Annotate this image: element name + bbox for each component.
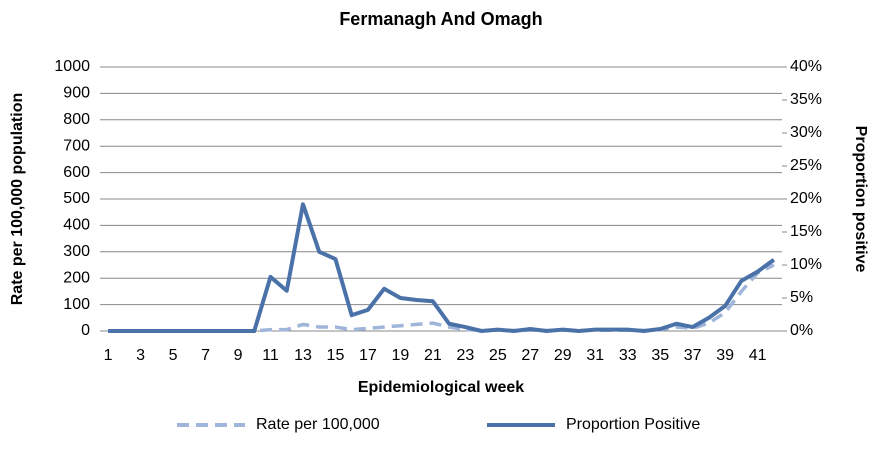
x-tick-label: 25 bbox=[489, 347, 507, 364]
y2-tick-label: 15% bbox=[790, 223, 822, 240]
y-tick-label: 400 bbox=[63, 217, 90, 234]
chart-title: Fermanagh And Omagh bbox=[339, 9, 542, 29]
y-tick-label: 1000 bbox=[54, 58, 90, 75]
x-tick-label: 23 bbox=[456, 347, 474, 364]
y-tick-label: 300 bbox=[63, 243, 90, 260]
y-axis-title: Rate per 100,000 population bbox=[9, 93, 26, 306]
x-tick-label: 13 bbox=[294, 347, 312, 364]
x-tick-label: 19 bbox=[392, 347, 410, 364]
x-tick-label: 3 bbox=[136, 347, 145, 364]
y2-tick-label: 40% bbox=[790, 58, 822, 75]
y2-tick-label: 5% bbox=[790, 289, 813, 306]
series-line bbox=[108, 202, 776, 333]
y2-tick-label: 25% bbox=[790, 157, 822, 174]
y-tick-label: 700 bbox=[63, 137, 90, 154]
y-tick-label: 800 bbox=[63, 111, 90, 128]
legend-label: Proportion Positive bbox=[566, 416, 700, 433]
x-tick-label: 41 bbox=[749, 347, 767, 364]
y-tick-label: 500 bbox=[63, 190, 90, 207]
x-tick-label: 15 bbox=[327, 347, 345, 364]
y-tick-label: 200 bbox=[63, 269, 90, 286]
x-tick-label: 37 bbox=[684, 347, 702, 364]
x-tick-label: 17 bbox=[359, 347, 377, 364]
series-line bbox=[108, 263, 775, 333]
y2-axis-title: Proportion positive bbox=[852, 126, 869, 273]
legend-label: Rate per 100,000 bbox=[256, 416, 380, 433]
y-tick-label: 900 bbox=[63, 85, 90, 102]
x-tick-label: 7 bbox=[201, 347, 210, 364]
y2-tick-label: 35% bbox=[790, 91, 822, 108]
x-tick-label: 29 bbox=[554, 347, 572, 364]
y2-tick-label: 30% bbox=[790, 124, 822, 141]
x-axis-title: Epidemiological week bbox=[358, 379, 524, 396]
x-tick-label: 21 bbox=[424, 347, 442, 364]
x-tick-label: 39 bbox=[716, 347, 734, 364]
x-tick-label: 33 bbox=[619, 347, 637, 364]
x-tick-label: 31 bbox=[586, 347, 604, 364]
x-tick-label: 35 bbox=[651, 347, 669, 364]
x-tick-label: 27 bbox=[521, 347, 539, 364]
x-tick-label: 11 bbox=[262, 347, 279, 364]
x-tick-label: 9 bbox=[234, 347, 243, 364]
x-tick-label: 1 bbox=[104, 347, 113, 364]
y-tick-label: 100 bbox=[63, 296, 90, 313]
y2-tick-label: 20% bbox=[790, 190, 822, 207]
y-tick-label: 600 bbox=[63, 164, 90, 181]
x-tick-label: 5 bbox=[169, 347, 178, 364]
y2-tick-label: 10% bbox=[790, 256, 822, 273]
y2-tick-label: 0% bbox=[790, 322, 813, 339]
y-tick-label: 0 bbox=[81, 322, 90, 339]
